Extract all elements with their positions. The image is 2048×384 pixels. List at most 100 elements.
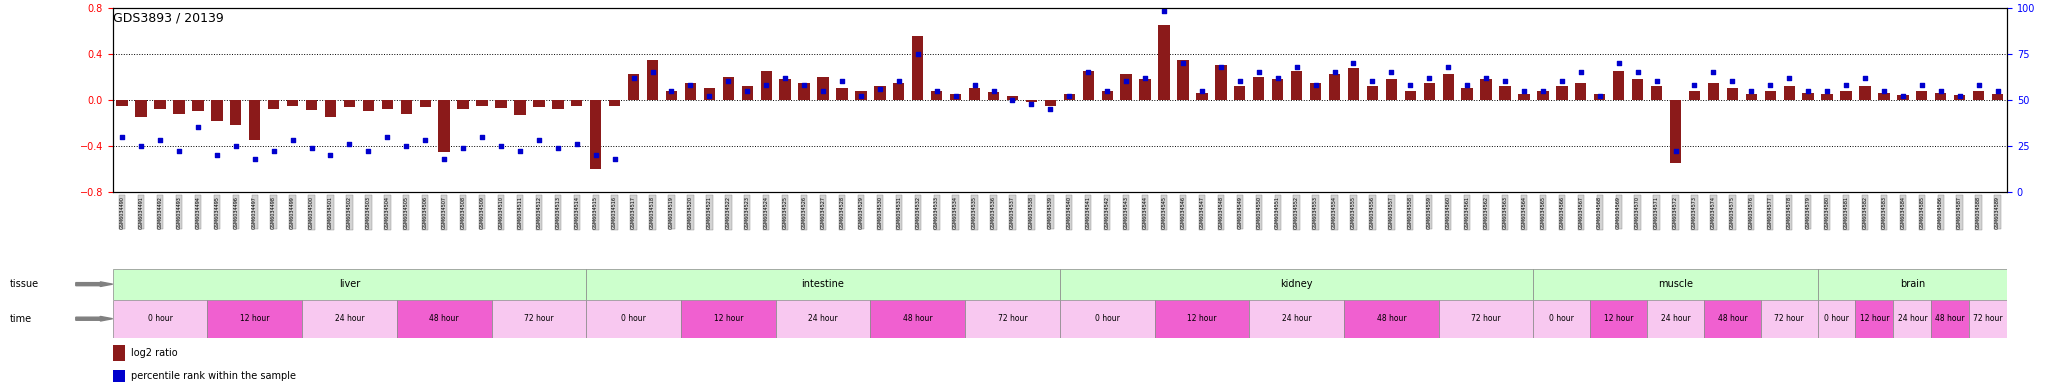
Bar: [1063, 94, 1075, 100]
Text: GSM6034522: GSM6034522: [725, 196, 731, 229]
Bar: [1405, 91, 1415, 100]
Text: GSM6034547: GSM6034547: [1200, 196, 1204, 229]
Bar: [586, 269, 1061, 300]
Point: [768, 74, 801, 81]
Text: GSM6034508: GSM6034508: [461, 196, 465, 229]
Point: [674, 82, 707, 88]
Point: [143, 137, 176, 144]
Point: [389, 143, 422, 149]
Point: [1792, 88, 1825, 94]
Point: [238, 156, 270, 162]
Text: 48 hour: 48 hour: [903, 314, 932, 323]
Text: muscle: muscle: [1659, 279, 1694, 289]
Bar: [1745, 94, 1757, 100]
Text: 0 hour: 0 hour: [1096, 314, 1120, 323]
Text: 12 hour: 12 hour: [1860, 314, 1888, 323]
Text: GSM6034553: GSM6034553: [1313, 196, 1319, 229]
Bar: [1708, 83, 1718, 100]
Text: GSM6034561: GSM6034561: [1464, 196, 1470, 229]
Bar: [1196, 93, 1208, 100]
Point: [313, 152, 346, 158]
Text: GSM6034564: GSM6034564: [1522, 196, 1526, 229]
Text: GSM6034589: GSM6034589: [1995, 196, 2001, 229]
Point: [428, 156, 461, 162]
Bar: [780, 79, 791, 100]
Bar: [532, 100, 545, 107]
Text: GSM6034534: GSM6034534: [952, 196, 958, 229]
Bar: [1632, 79, 1642, 100]
Text: GSM6034497: GSM6034497: [252, 196, 258, 229]
Point: [162, 148, 195, 154]
Text: 12 hour: 12 hour: [1188, 314, 1217, 323]
Point: [295, 145, 328, 151]
Bar: [1534, 300, 1589, 338]
Bar: [1102, 91, 1112, 100]
Text: GSM6034528: GSM6034528: [840, 196, 844, 229]
Text: 24 hour: 24 hour: [1282, 314, 1311, 323]
Text: GSM6034531: GSM6034531: [897, 196, 901, 229]
Point: [258, 148, 291, 154]
Text: GSM6034505: GSM6034505: [403, 196, 410, 229]
Bar: [684, 83, 696, 100]
Bar: [1614, 71, 1624, 100]
Point: [637, 69, 670, 75]
Bar: [776, 300, 870, 338]
Bar: [154, 100, 166, 109]
Bar: [1931, 300, 1968, 338]
Point: [1944, 93, 1976, 99]
Text: GSM6034512: GSM6034512: [537, 196, 541, 229]
Bar: [193, 100, 203, 111]
Text: GSM6034519: GSM6034519: [670, 196, 674, 229]
Bar: [1386, 79, 1397, 100]
Bar: [1669, 100, 1681, 163]
Text: GSM6034540: GSM6034540: [1067, 196, 1071, 229]
Bar: [553, 100, 563, 109]
Bar: [1442, 74, 1454, 100]
Point: [1905, 82, 1937, 88]
Text: GSM6034567: GSM6034567: [1579, 196, 1583, 229]
Bar: [1348, 68, 1360, 100]
Bar: [911, 36, 924, 100]
Bar: [268, 100, 279, 109]
Text: GSM6034527: GSM6034527: [821, 196, 825, 229]
Text: 72 hour: 72 hour: [1774, 314, 1804, 323]
Bar: [870, 300, 965, 338]
Point: [1810, 88, 1843, 94]
Bar: [1481, 79, 1491, 100]
Point: [1450, 82, 1483, 88]
Text: 72 hour: 72 hour: [524, 314, 553, 323]
Text: GSM6034516: GSM6034516: [612, 196, 616, 229]
Bar: [1972, 91, 1985, 100]
Bar: [1438, 300, 1534, 338]
Bar: [113, 370, 125, 382]
Point: [844, 93, 877, 99]
Point: [1128, 74, 1161, 81]
Point: [446, 145, 479, 151]
Point: [1526, 88, 1559, 94]
Point: [616, 74, 649, 81]
Point: [1071, 69, 1104, 75]
Bar: [401, 100, 412, 114]
Text: GSM6034556: GSM6034556: [1370, 196, 1374, 229]
Text: 24 hour: 24 hour: [809, 314, 838, 323]
Bar: [492, 300, 586, 338]
Point: [1489, 78, 1522, 84]
Text: GSM6034500: GSM6034500: [309, 196, 313, 229]
Point: [1640, 78, 1673, 84]
Text: GSM6034548: GSM6034548: [1219, 196, 1223, 229]
Point: [920, 88, 952, 94]
Text: GSM6034523: GSM6034523: [745, 196, 750, 229]
Text: GSM6034491: GSM6034491: [139, 196, 143, 229]
Bar: [647, 60, 657, 100]
Bar: [705, 88, 715, 100]
Text: 0 hour: 0 hour: [621, 314, 645, 323]
Text: GSM6034563: GSM6034563: [1503, 196, 1507, 229]
Point: [1829, 82, 1862, 88]
Text: GSM6034530: GSM6034530: [877, 196, 883, 229]
Text: GSM6034507: GSM6034507: [442, 196, 446, 229]
Point: [692, 93, 725, 99]
Bar: [303, 300, 397, 338]
Bar: [1651, 86, 1663, 100]
Text: 48 hour: 48 hour: [1376, 314, 1407, 323]
Point: [1092, 88, 1124, 94]
